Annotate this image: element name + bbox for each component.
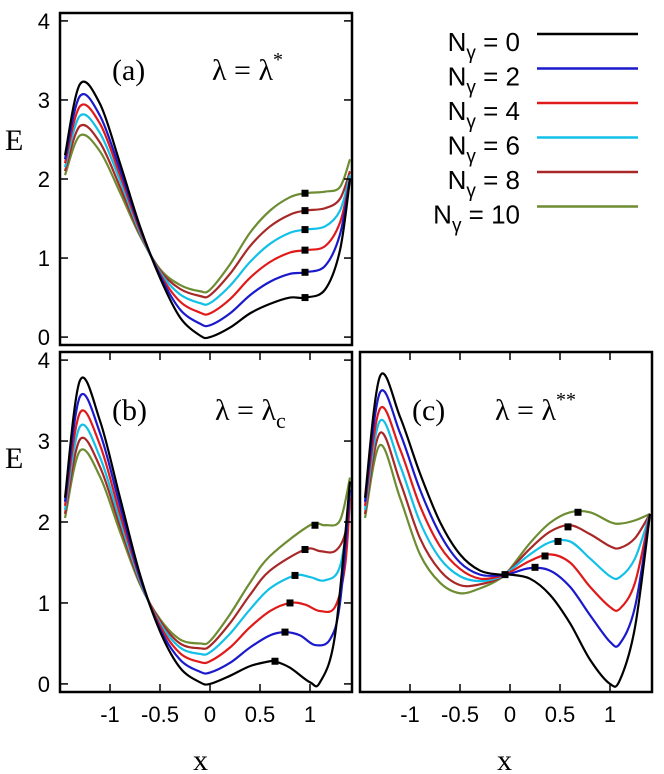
panel-b-annotation-main: λ = λ: [215, 394, 276, 427]
panel-c-markers: [501, 508, 582, 579]
panel-b-max-marker-4: [286, 599, 294, 607]
legend: Nγ = 0Nγ = 2Nγ = 4Nγ = 6Nγ = 8Nγ = 10: [433, 27, 638, 237]
legend-label-0: Nγ = 0: [448, 27, 520, 64]
panel-c-xtick-label: 0.5: [545, 702, 576, 727]
panel-c-max-marker-4: [541, 552, 549, 560]
panel-a-max-marker-4: [301, 246, 309, 254]
panel-b-curves: [63, 376, 352, 688]
panel-c-annotation-main: λ = λ: [495, 394, 556, 427]
panel-b-xtick-label: -0.5: [141, 702, 179, 727]
panel-c-xtick-label: 0: [504, 702, 516, 727]
panel-c-max-marker-8: [564, 523, 572, 531]
panel-b-ytick-label: 2: [38, 510, 50, 535]
panel-c: -1 -0.5 0 0.5 1 x x (c) λ = λ**: [193, 350, 654, 774]
panel-a-series-6: [63, 113, 352, 306]
panel-c-curves: [363, 372, 652, 688]
panel-b-xlabel: x: [193, 744, 208, 774]
panel-c-frame: [358, 350, 654, 694]
panel-a-series-10: [63, 133, 352, 294]
panel-a-ytick-label: 3: [38, 88, 50, 113]
panel-a-max-marker-10: [301, 189, 309, 197]
panel-b-xtick-label: 1: [304, 702, 316, 727]
legend-label-8: Nγ = 8: [448, 165, 520, 202]
panel-c-xlabel: x: [497, 744, 512, 774]
panel-c-max-marker-6: [554, 537, 562, 545]
panel-a-ylabel: E: [5, 124, 23, 157]
panel-b-series-4: [63, 409, 352, 665]
panel-b-markers: [271, 521, 319, 665]
panel-b-max-marker-2: [281, 628, 289, 636]
panel-b-max-marker-8: [301, 546, 309, 554]
panel-b-max-marker-10: [311, 521, 319, 529]
panel-a-markers: [301, 189, 309, 302]
panel-a-curves: [63, 80, 352, 340]
panel-b-max-marker-6: [291, 571, 299, 579]
panel-a-max-marker-8: [301, 207, 309, 215]
panel-b-xtick-label: 0.5: [245, 702, 276, 727]
panel-a-label: (a): [112, 54, 145, 87]
legend-label-10: Nγ = 10: [433, 200, 520, 237]
panel-c-annotation: λ = λ**: [495, 389, 576, 427]
panel-a: 0 1 2 3 4 E (a) λ = λ*: [5, 9, 354, 350]
panel-a-series-0: [63, 80, 352, 340]
panel-c-max-marker-2: [531, 563, 539, 571]
panel-b-series-10: [63, 448, 352, 646]
panel-b-yticks: 0 1 2 3 4: [38, 348, 352, 697]
panel-c-xtick-label: -1: [400, 702, 420, 727]
panel-c-max-marker-0: [501, 571, 509, 579]
panel-b-label: (b): [112, 394, 147, 427]
panel-a-ytick-label: 1: [38, 246, 50, 271]
panel-a-series-2: [63, 93, 352, 328]
panel-b-xticks: -1 -0.5 0 0.5 1: [100, 352, 316, 727]
panel-a-ytick-label: 0: [38, 325, 50, 350]
panel-c-xtick-label: -0.5: [441, 702, 479, 727]
legend-label-2: Nγ = 2: [448, 62, 520, 99]
panel-b-series-2: [63, 392, 352, 675]
panel-c-max-marker-10: [574, 508, 582, 516]
panel-a-annotation-main: λ = λ: [212, 54, 273, 87]
panel-b-ytick-label: 1: [38, 591, 50, 616]
panel-a-series-4: [63, 103, 352, 316]
panel-a-yticks: 0 1 2 3 4: [38, 9, 352, 350]
panel-c-series-0: [363, 372, 652, 688]
panel-b-xtick-label: -1: [100, 702, 120, 727]
panel-b-xtick-label: 0: [204, 702, 216, 727]
panel-c-xticks: -1 -0.5 0 0.5 1: [400, 352, 616, 727]
panel-b-annotation-sub: c: [276, 408, 286, 433]
panel-b-series-6: [63, 423, 352, 656]
panel-a-annotation-sup: *: [273, 49, 283, 71]
panel-a-series-8: [63, 123, 352, 299]
panel-a-ytick-label: 4: [38, 9, 50, 34]
panel-a-annotation: λ = λ*: [212, 49, 283, 87]
panel-a-max-marker-0: [301, 294, 309, 302]
panel-b-ylabel: E: [5, 442, 23, 475]
panel-a-max-marker-2: [301, 268, 309, 276]
panel-b-max-marker-0: [271, 657, 279, 665]
panel-c-label: (c): [412, 394, 445, 427]
panel-b: 0 1 2 3 4 -1 -0.5 0 0.5 1 E (b) λ = λc: [5, 348, 354, 727]
panel-c-series-6: [363, 418, 652, 583]
panel-b-ytick-label: 0: [38, 672, 50, 697]
panel-a-max-marker-6: [301, 226, 309, 234]
panel-c-annotation-sup: **: [556, 389, 576, 411]
legend-label-4: Nγ = 4: [448, 96, 520, 133]
panel-c-series-4: [363, 405, 652, 612]
panel-b-ytick-label: 4: [38, 348, 50, 373]
panel-b-series-0: [63, 376, 352, 688]
panel-b-annotation: λ = λc: [215, 394, 286, 433]
panel-b-series-8: [63, 436, 352, 650]
panel-c-xtick-label: 1: [604, 702, 616, 727]
panel-a-ytick-label: 2: [38, 167, 50, 192]
panel-b-ytick-label: 3: [38, 429, 50, 454]
legend-label-6: Nγ = 6: [448, 131, 520, 168]
